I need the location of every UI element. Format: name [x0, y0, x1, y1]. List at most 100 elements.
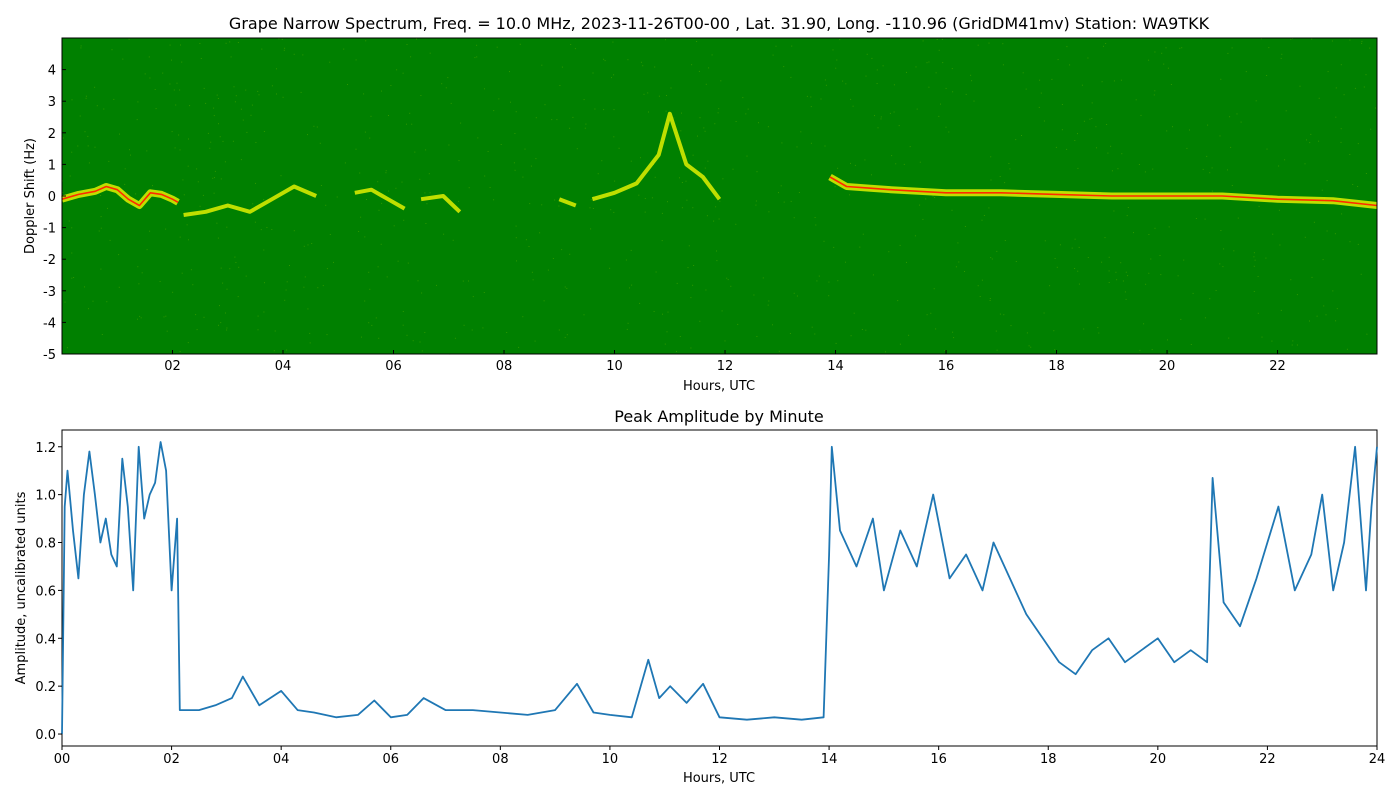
spectrum-noise-dot	[1202, 168, 1204, 170]
spectrum-noise-dot	[250, 114, 252, 116]
spectrum-noise-dot	[429, 52, 431, 54]
amplitude-plot-area: 00 02 04 06 08 10 12 14 16 18 20 22 24 0.0 0.2 0.4 0.6 0.…	[35, 429, 1386, 767]
spectrum-noise-dot	[915, 66, 917, 68]
spectrum-noise-dot	[945, 126, 947, 128]
spectrum-noise-dot	[385, 172, 387, 174]
spectrum-noise-dot	[202, 194, 204, 196]
spectrum-noise-dot	[1111, 170, 1113, 172]
spectrum-noise-dot	[1101, 81, 1103, 83]
spectrum-noise-dot	[681, 182, 683, 183]
spectrum-noise-dot	[226, 329, 228, 331]
spectrum-noise-dot	[730, 285, 732, 287]
spectrum-noise-dot	[1108, 282, 1110, 283]
spectrum-noise-dot	[718, 108, 720, 110]
spectrum-noise-dot	[178, 134, 180, 136]
spectrum-noise-dot	[651, 197, 653, 199]
spectrum-noise-dot	[1008, 163, 1010, 164]
spectrum-noise-dot	[1255, 100, 1257, 102]
spectrum-noise-dot	[175, 104, 177, 106]
spectrum-noise-dot	[414, 151, 416, 153]
spectrum-noise-dot	[1335, 116, 1337, 118]
spectrum-noise-dot	[219, 136, 221, 138]
spectrum-noise-dot	[307, 244, 309, 246]
spectrum-noise-dot	[1228, 337, 1230, 339]
spectrum-noise-dot	[181, 272, 183, 274]
spectrum-noise-dot	[585, 123, 587, 125]
spectrum-noise-dot	[1165, 47, 1167, 49]
spectrum-noise-dot	[378, 209, 380, 211]
spectrum-noise-dot	[1260, 38, 1262, 40]
spectrum-noise-dot	[534, 340, 536, 342]
spectrum-noise-dot	[124, 183, 126, 185]
spectrum-noise-dot	[137, 266, 139, 268]
spectrum-noise-dot	[109, 239, 111, 241]
spectrum-noise-dot	[366, 199, 367, 200]
spectrum-noise-dot	[1108, 270, 1110, 272]
spectrum-noise-dot	[251, 104, 253, 106]
spectrum-noise-dot	[212, 177, 214, 179]
spectrum-noise-dot	[837, 280, 839, 282]
spectrum-noise-dot	[1043, 120, 1045, 122]
spectrum-noise-dot	[406, 334, 408, 336]
spectrum-noise-dot	[899, 244, 901, 246]
spectrum-noise-dot	[364, 300, 366, 302]
spectrum-noise-dot	[468, 187, 470, 189]
spectrum-noise-dot	[1087, 57, 1089, 59]
spectrum-noise-dot	[1278, 209, 1280, 211]
spectrum-noise-dot	[715, 206, 717, 208]
spectrum-noise-dot	[1105, 43, 1107, 44]
spectrum-noise-dot	[96, 105, 98, 107]
spectrum-noise-dot	[1190, 344, 1192, 345]
spectrum-noise-dot	[195, 314, 197, 316]
spectrum-noise-dot	[662, 313, 663, 315]
spectrum-noise-dot	[1074, 140, 1076, 141]
spectrum-noise-dot	[71, 99, 73, 101]
spectrum-noise-dot	[922, 40, 924, 42]
spectrum-noise-dot	[706, 215, 708, 217]
spectrum-noise-dot	[1066, 46, 1068, 48]
spectrum-noise-dot	[98, 230, 100, 232]
spectrum-noise-dot	[71, 151, 73, 153]
spectrum-noise-dot	[772, 324, 773, 326]
spectrum-noise-dot	[369, 288, 371, 290]
spectrum-noise-dot	[644, 211, 646, 213]
spectrum-noise-dot	[237, 296, 239, 298]
spectrum-noise-dot	[203, 87, 205, 89]
spectrum-noise-dot	[506, 332, 508, 333]
spectrum-noise-dot	[516, 260, 517, 262]
spectrum-noise-dot	[705, 289, 707, 291]
spectrum-noise-dot	[1163, 63, 1165, 65]
spectrum-noise-dot	[990, 257, 992, 259]
spectrum-noise-dot	[347, 84, 348, 85]
spectrum-noise-dot	[218, 324, 219, 326]
spectrum-noise-dot	[94, 86, 96, 88]
spectrum-title: Grape Narrow Spectrum, Freq. = 10.0 MHz,…	[229, 14, 1210, 33]
spectrum-noise-dot	[1292, 340, 1294, 342]
spectrum-noise-dot	[487, 151, 489, 152]
spectrum-noise-dot	[647, 92, 649, 94]
spectrum-noise-dot	[261, 48, 263, 50]
spectrum-x-tick-label: 04	[275, 359, 292, 374]
spectrum-noise-dot	[166, 330, 168, 332]
spectrum-noise-dot	[278, 38, 280, 40]
spectrum-noise-dot	[945, 87, 947, 89]
spectrum-noise-dot	[692, 154, 694, 156]
spectrum-noise-dot	[932, 195, 934, 197]
spectrum-noise-dot	[561, 66, 563, 68]
spectrum-noise-dot	[1168, 352, 1170, 354]
spectrum-noise-dot	[471, 329, 473, 331]
spectrum-noise-dot	[995, 330, 997, 332]
spectrum-noise-dot	[293, 230, 295, 232]
spectrum-noise-dot	[790, 200, 792, 202]
spectrum-noise-dot	[1066, 148, 1068, 150]
spectrum-noise-dot	[1148, 272, 1150, 274]
spectrum-noise-dot	[263, 249, 265, 251]
spectrum-noise-dot	[755, 204, 757, 206]
spectrum-noise-dot	[477, 137, 479, 139]
spectrum-noise-dot	[240, 108, 242, 110]
spectrum-x-tick-label: 02	[164, 359, 181, 374]
spectrum-noise-dot	[307, 134, 308, 136]
amplitude-x-tick-label: 24	[1369, 752, 1386, 767]
spectrum-noise-dot	[1127, 207, 1129, 208]
spectrum-noise-dot	[1335, 87, 1337, 89]
